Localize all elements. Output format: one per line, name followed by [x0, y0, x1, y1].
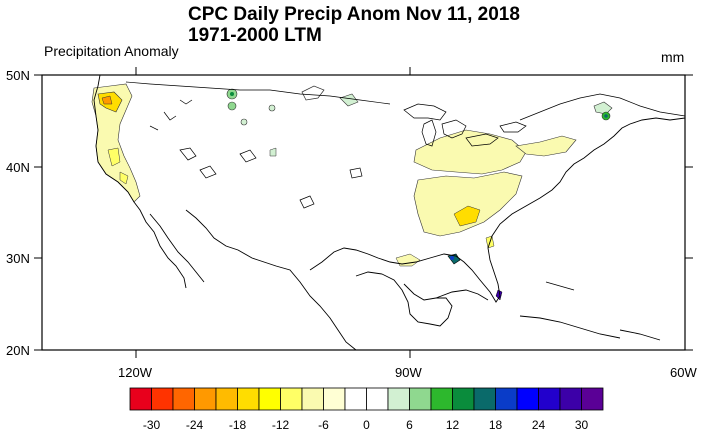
colorbar-swatch [129, 387, 152, 411]
colorbar-label: 6 [406, 418, 413, 432]
colorbar-label: 0 [363, 418, 370, 432]
colorbar-swatch [430, 387, 453, 411]
colorbar-swatch [194, 387, 217, 411]
colorbar-label: -24 [186, 418, 204, 432]
colorbar-label: -12 [272, 418, 290, 432]
colorbar-label: -6 [318, 418, 329, 432]
map-title-line1: CPC Daily Precip Anom Nov 11, 2018 [188, 4, 520, 25]
map-subtitle-left: Precipitation Anomaly [44, 43, 179, 59]
colorbar-swatch [516, 387, 539, 411]
colorbar-swatch [258, 387, 281, 411]
lat-label-50n: 50N [6, 68, 30, 83]
colorbar-label: 18 [489, 418, 503, 432]
lat-label-40n: 40N [6, 160, 30, 175]
colorbar-swatch [151, 387, 174, 411]
colorbar-swatch [559, 387, 582, 411]
colorbar-swatch [538, 387, 561, 411]
colorbar-swatch [301, 387, 324, 411]
colorbar-swatch [172, 387, 195, 411]
lon-label-60w: 60W [670, 365, 697, 380]
lat-label-30n: 30N [6, 251, 30, 266]
colorbar-swatch [387, 387, 410, 411]
positive-anomaly-areas [91, 83, 577, 267]
colorbar-label: 24 [532, 418, 546, 432]
colorbar-swatch [215, 387, 238, 411]
colorbar-swatch [237, 387, 260, 411]
lat-label-20n: 20N [6, 343, 30, 358]
colorbar-swatch [280, 387, 303, 411]
colorbar-label: 12 [446, 418, 460, 432]
wet-anomaly-areas [226, 85, 613, 301]
colorbar-label: 30 [575, 418, 589, 432]
colorbar-label: -18 [229, 418, 247, 432]
map-units-label: mm [661, 49, 685, 65]
colorbar-swatch [344, 387, 367, 411]
coastlines [93, 74, 686, 351]
axis-ticks [34, 67, 693, 358]
lakes-and-borders [125, 81, 686, 209]
lon-label-120w: 120W [118, 365, 153, 380]
colorbar-swatch [581, 387, 604, 411]
map-frame [41, 74, 686, 351]
colorbar-swatch [495, 387, 518, 411]
lon-label-90w: 90W [395, 365, 422, 380]
map-title-line2: 1971-2000 LTM [188, 25, 322, 46]
colorbar-label: -30 [143, 418, 161, 432]
colorbar: -30 -24 -18 -12 -6 0 6 12 18 24 30 [129, 387, 604, 432]
colorbar-swatch [452, 387, 475, 411]
colorbar-swatch [366, 387, 389, 411]
colorbar-swatch [409, 387, 432, 411]
colorbar-swatch [323, 387, 346, 411]
colorbar-swatch [473, 387, 496, 411]
